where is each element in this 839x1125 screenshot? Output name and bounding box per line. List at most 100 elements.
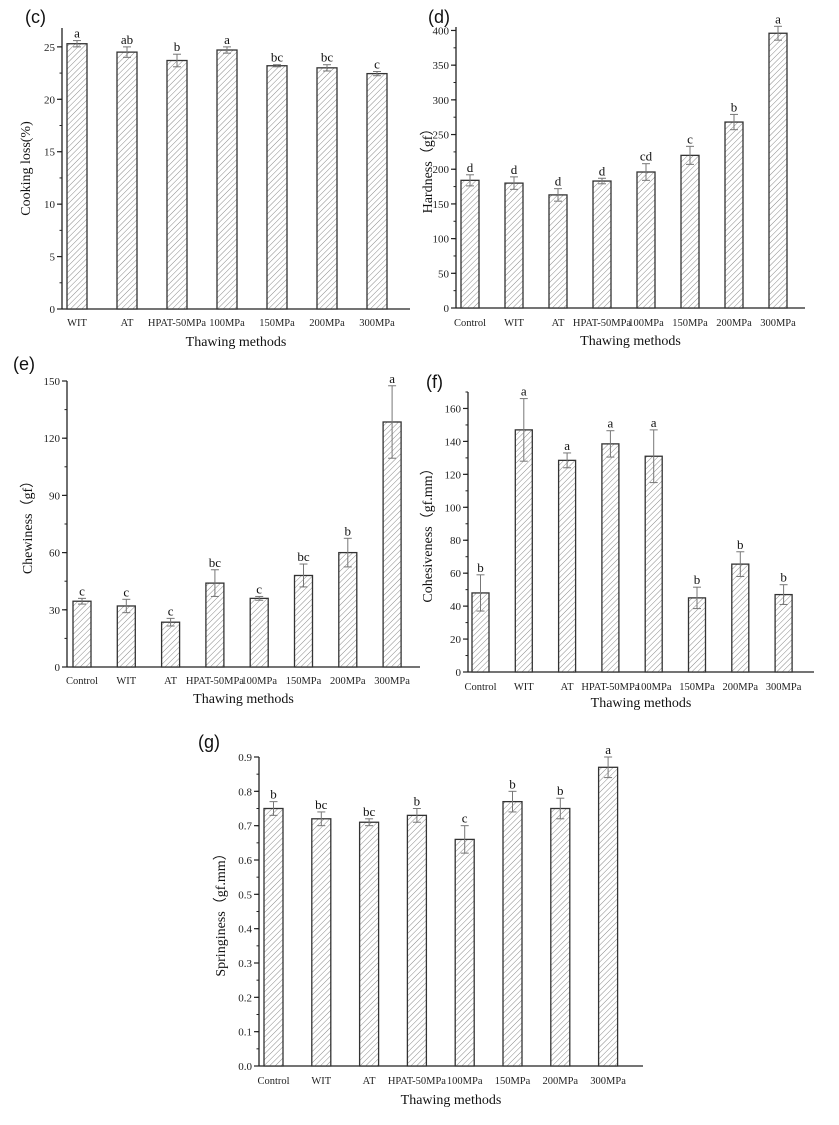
x-tick-label: HPAT-50MPa: [573, 318, 631, 329]
y-axis-label: Chewiness（gf）: [20, 474, 36, 574]
bar: [557, 459, 577, 673]
bar: [636, 171, 656, 309]
chart-panel: (c) 0 5 10 15 20 25 a WIT ab AT b HPAT-50MPa a 100MPa b…: [19, 7, 410, 350]
y-tick-label: 250: [433, 130, 450, 142]
y-tick-label: 40: [450, 601, 462, 613]
bar: [160, 621, 181, 668]
significance-letter: a: [775, 11, 781, 26]
x-tick-label: 100MPa: [636, 682, 672, 693]
x-tick-label: HPAT-50MPa: [186, 676, 244, 687]
y-tick-label: 0.4: [238, 924, 252, 936]
significance-letter: a: [608, 416, 614, 431]
chart-panel: (e)0306090120150cControlcWITcATbcHPAT-50…: [13, 354, 420, 707]
y-tick-label: 400: [433, 25, 450, 37]
y-tick-label: 0: [50, 304, 56, 316]
bar: [338, 551, 358, 668]
y-tick-label: 80: [450, 535, 462, 547]
bar: [166, 59, 188, 310]
significance-letter: d: [599, 163, 606, 178]
significance-letter: c: [374, 57, 380, 72]
y-tick-label: 140: [445, 436, 462, 448]
y-tick-label: 0.7: [238, 821, 252, 833]
bar: [514, 429, 533, 673]
bar: [774, 593, 793, 673]
x-tick-label: 150MPa: [672, 318, 708, 329]
bar: [216, 49, 238, 310]
panel-label: (f): [426, 372, 443, 392]
bar: [263, 807, 284, 1067]
y-tick-label: 15: [44, 147, 56, 159]
x-tick-label: AT: [164, 676, 177, 687]
y-tick-label: 120: [44, 433, 61, 445]
x-tick-label: 150MPa: [259, 318, 295, 329]
x-axis-label: Thawing methods: [591, 696, 692, 711]
bar: [597, 766, 619, 1067]
y-tick-label: 200: [433, 164, 450, 176]
significance-letter: c: [168, 603, 174, 618]
x-tick-label: 200MPa: [543, 1076, 579, 1087]
y-tick-label: 60: [450, 568, 462, 580]
y-tick-label: 0.6: [238, 855, 252, 867]
x-tick-label: 150MPa: [495, 1076, 531, 1087]
panel-label: (d): [428, 7, 450, 27]
significance-letter: cd: [640, 149, 653, 164]
x-tick-label: WIT: [116, 676, 136, 687]
x-tick-label: HPAT-50MPa: [581, 682, 639, 693]
bar: [592, 180, 612, 309]
x-tick-label: 300MPa: [359, 318, 395, 329]
significance-letter: b: [780, 570, 787, 585]
x-axis-label: Thawing methods: [401, 1093, 502, 1108]
y-tick-label: 150: [44, 376, 61, 388]
y-tick-label: 160: [445, 403, 462, 415]
chart-panel: (g) 0.0 0.1 0.2 0.3 0.4 0.5 0.6 0.7 0.8 0.9 b Contro…: [198, 732, 643, 1108]
bar: [460, 179, 480, 309]
significance-letter: b: [694, 572, 701, 587]
significance-letter: b: [270, 787, 277, 802]
y-axis-label: Springiness（gf.mm）: [213, 846, 229, 976]
y-tick-label: 0.2: [238, 992, 252, 1004]
y-axis-label: Hardness（gf）: [420, 122, 436, 214]
significance-letter: a: [521, 384, 527, 399]
panel-label: (e): [13, 354, 35, 374]
y-tick-label: 10: [44, 199, 56, 211]
x-tick-label: 100MPa: [628, 318, 664, 329]
y-tick-label: 20: [44, 94, 56, 106]
y-tick-label: 25: [44, 42, 56, 54]
significance-letter: b: [737, 537, 744, 552]
significance-letter: bc: [315, 797, 328, 812]
bar: [454, 838, 475, 1067]
bar: [724, 121, 744, 309]
x-tick-label: AT: [552, 318, 565, 329]
y-tick-label: 60: [49, 548, 61, 560]
x-tick-label: 100MPa: [209, 318, 245, 329]
x-tick-label: AT: [121, 318, 134, 329]
panel-label: (g): [198, 732, 220, 752]
significance-letter: d: [467, 160, 474, 175]
x-tick-label: 150MPa: [286, 676, 322, 687]
y-tick-label: 300: [433, 95, 450, 107]
bar: [680, 154, 700, 309]
bar: [550, 807, 571, 1067]
y-tick-label: 100: [445, 502, 462, 514]
significance-letter: a: [605, 742, 611, 757]
y-tick-label: 0: [444, 303, 450, 315]
x-axis-label: Thawing methods: [193, 692, 294, 707]
x-tick-label: WIT: [504, 318, 524, 329]
bar: [358, 821, 380, 1067]
significance-letter: b: [509, 776, 516, 791]
bar: [601, 443, 620, 673]
x-tick-label: Control: [454, 318, 486, 329]
significance-letter: bc: [363, 804, 376, 819]
x-tick-label: WIT: [514, 682, 534, 693]
y-tick-label: 0: [55, 662, 61, 674]
significance-letter: a: [564, 438, 570, 453]
bar: [768, 32, 788, 309]
bar: [382, 421, 402, 668]
chart-panel: (d) 0 50 100 150 200 250 300 350 400 d Control d WIT d…: [420, 7, 805, 349]
significance-letter: b: [174, 39, 181, 54]
bar: [406, 814, 428, 1067]
significance-letter: a: [74, 26, 80, 41]
x-axis-label: Thawing methods: [580, 334, 681, 349]
significance-letter: bc: [321, 50, 334, 65]
